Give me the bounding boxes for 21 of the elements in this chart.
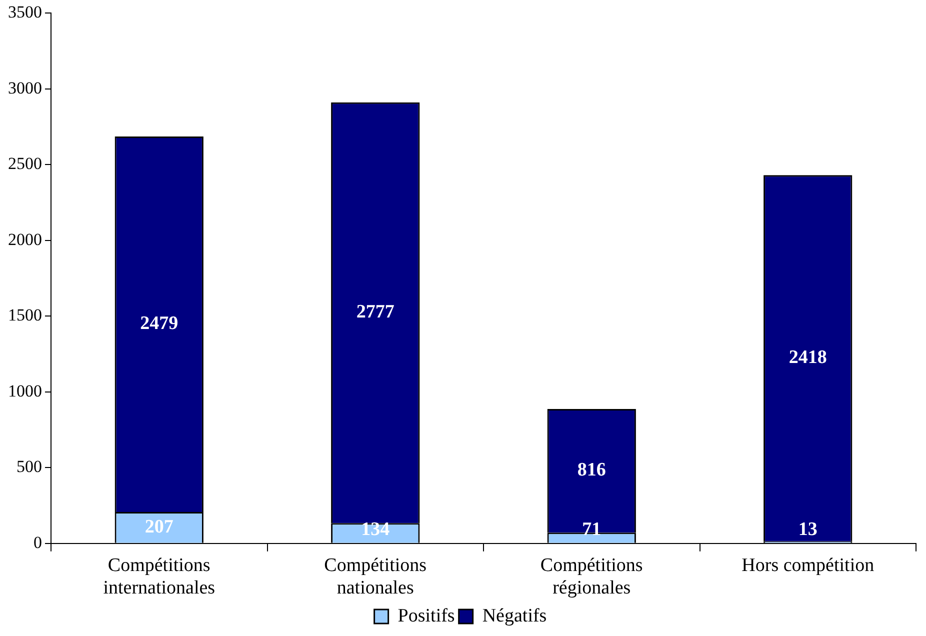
data-label: 2479	[140, 313, 178, 334]
data-label: 2777	[356, 302, 395, 323]
y-tick-label: 3000	[8, 78, 42, 98]
legend-label: Négatifs	[482, 605, 547, 626]
data-label: 2418	[788, 347, 827, 368]
data-label: 134	[361, 518, 390, 540]
y-tick-label: 1000	[8, 381, 42, 400]
data-label: 816	[577, 460, 606, 481]
y-tick-label: 500	[16, 457, 42, 476]
y-tick-label: 1500	[8, 306, 42, 325]
x-tick-label: Compétitions nationales	[324, 554, 427, 599]
y-tick-label: 2500	[8, 154, 42, 174]
x-tick-label: Compétitions internationales	[103, 554, 216, 599]
x-tick-label: Compétitions régionales	[540, 554, 643, 599]
x-tick-label: Hors compétition	[742, 554, 875, 576]
y-tick-label: 0	[34, 532, 42, 552]
y-tick-label: 3500	[8, 2, 42, 22]
legend-label: Positifs	[398, 605, 455, 626]
data-label: 207	[144, 516, 174, 538]
data-label: 13	[798, 518, 818, 540]
y-tick-label: 2000	[8, 230, 42, 249]
